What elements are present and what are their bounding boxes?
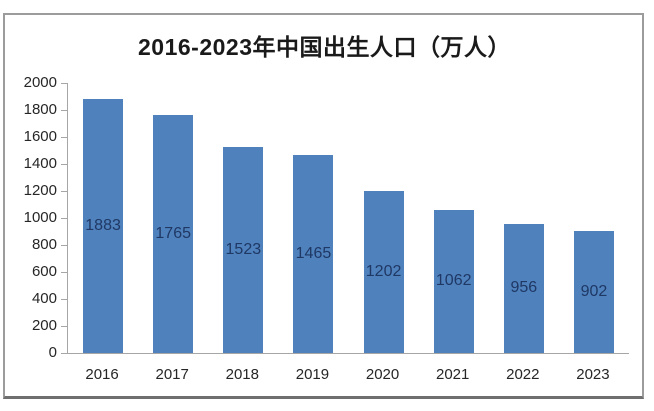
y-axis-label: 1800 — [23, 101, 57, 118]
bar-2017: 1765 — [153, 114, 194, 353]
bar-2020: 1202 — [363, 190, 404, 353]
bar-value-label: 1062 — [435, 272, 472, 290]
y-axis-label: 400 — [31, 290, 57, 307]
y-axis-label: 0 — [48, 344, 57, 361]
bar-value-label: 1465 — [295, 245, 332, 263]
y-axis-tick — [61, 245, 67, 246]
x-axis-label: 2017 — [155, 366, 189, 383]
y-axis-tick — [61, 110, 67, 111]
plot-area: 1883 1765 1523 1465 1202 1062 956 902 — [67, 83, 629, 354]
x-axis-label: 2019 — [295, 366, 330, 383]
x-axis-label: 2021 — [436, 366, 470, 383]
bar-value-label: 1202 — [365, 262, 402, 280]
x-axis-label: 2023 — [576, 366, 610, 383]
y-axis-label: 1400 — [23, 155, 57, 172]
chart-title: 2016-2023年中国出生人口（万人） — [138, 34, 511, 60]
bar-2021: 1062 — [433, 209, 474, 353]
x-axis-label: 2022 — [506, 366, 540, 383]
y-axis-tick — [61, 191, 67, 192]
y-axis-tick — [61, 272, 67, 273]
bar-value-label: 1883 — [85, 216, 121, 234]
bar-2016: 1883 — [83, 98, 124, 353]
y-axis-tick — [61, 164, 67, 165]
x-axis-label: 2020 — [365, 366, 400, 383]
y-axis-label: 1000 — [23, 209, 57, 226]
y-axis-label: 1200 — [23, 182, 57, 199]
bar-value-label: 1523 — [225, 241, 262, 259]
y-axis-label: 600 — [31, 263, 57, 280]
x-axis-label: 2018 — [225, 366, 259, 383]
y-axis-tick — [61, 83, 67, 84]
bar-2022: 956 — [503, 223, 544, 353]
y-axis-label: 2000 — [23, 74, 57, 91]
y-axis-label: 800 — [31, 236, 57, 253]
x-axis-label: 2016 — [85, 366, 119, 383]
y-axis-label: 1600 — [23, 128, 57, 145]
y-axis-tick — [61, 326, 67, 327]
bar-2019: 1465 — [293, 155, 334, 353]
y-axis-tick — [61, 299, 67, 300]
bar-value-label: 1765 — [155, 224, 191, 242]
bar-value-label: 902 — [580, 283, 608, 301]
y-axis-tick — [61, 137, 67, 138]
y-axis-label: 200 — [31, 317, 57, 334]
y-axis-tick — [61, 353, 67, 354]
y-axis-tick — [61, 218, 67, 219]
bar-2018: 1523 — [223, 147, 264, 353]
bar-2023: 902 — [573, 231, 614, 353]
bar-value-label: 956 — [510, 279, 538, 297]
